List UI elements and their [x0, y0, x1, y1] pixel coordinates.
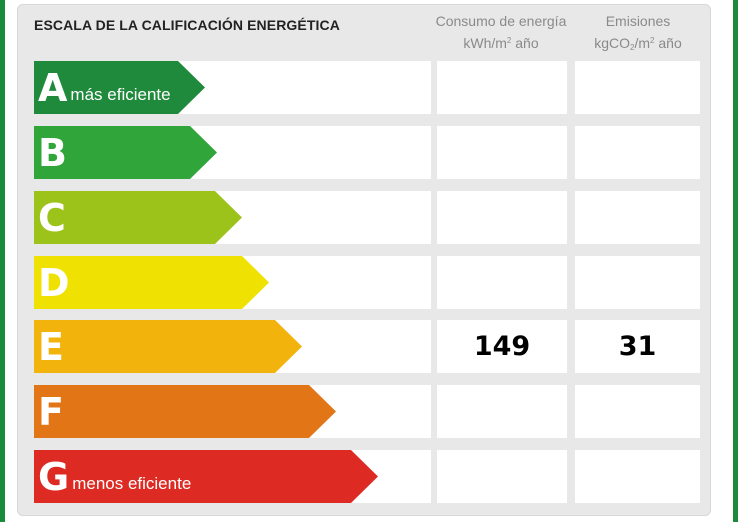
emisiones-cell-e: 31	[575, 320, 700, 373]
consumo-cell-a	[437, 61, 567, 114]
emisiones-cell-d	[575, 256, 700, 309]
consumo-header-label: Consumo de energía	[435, 13, 567, 29]
consumo-cell-f	[437, 385, 567, 438]
emisiones-cell-f	[575, 385, 700, 438]
emisiones-cell-c	[575, 191, 700, 244]
consumo-header-unit: kWh/m2 año	[463, 35, 539, 51]
rating-letter: D	[38, 260, 70, 305]
consumo-cell-d	[437, 256, 567, 309]
rating-arrow-e: E	[34, 320, 302, 373]
rating-letter: F	[38, 389, 64, 434]
consumo-cell-b	[437, 126, 567, 179]
consumo-cell-e: 149	[437, 320, 567, 373]
emisiones-cell-g	[575, 450, 700, 503]
rating-arrow-d: D	[34, 256, 269, 309]
page-title: ESCALA DE LA CALIFICACIÓN ENERGÉTICA	[34, 17, 340, 33]
consumo-cell-g	[437, 450, 567, 503]
rating-arrow-b: B	[34, 126, 217, 179]
emisiones-cell-b	[575, 126, 700, 179]
emisiones-header-unit: kgCO2/m2 año	[594, 35, 682, 52]
consumo-cell-c	[437, 191, 567, 244]
rating-arrow-c: C	[34, 191, 242, 244]
rating-description: más eficiente	[70, 84, 171, 104]
consumo-header: Consumo de energía kWh/m2 año	[430, 12, 572, 53]
rating-arrow-f: F	[34, 385, 336, 438]
rating-letter: E	[38, 324, 64, 369]
emisiones-header-label: Emisiones	[605, 13, 671, 29]
rating-letter: B	[38, 130, 67, 175]
emisiones-cell-a	[575, 61, 700, 114]
rating-description: menos eficiente	[72, 473, 192, 493]
rating-letter: A	[38, 65, 68, 110]
rating-letter: C	[38, 195, 66, 240]
emisiones-header: Emisiones kgCO2/m2 año	[570, 12, 706, 57]
rating-letter: G	[38, 454, 70, 499]
